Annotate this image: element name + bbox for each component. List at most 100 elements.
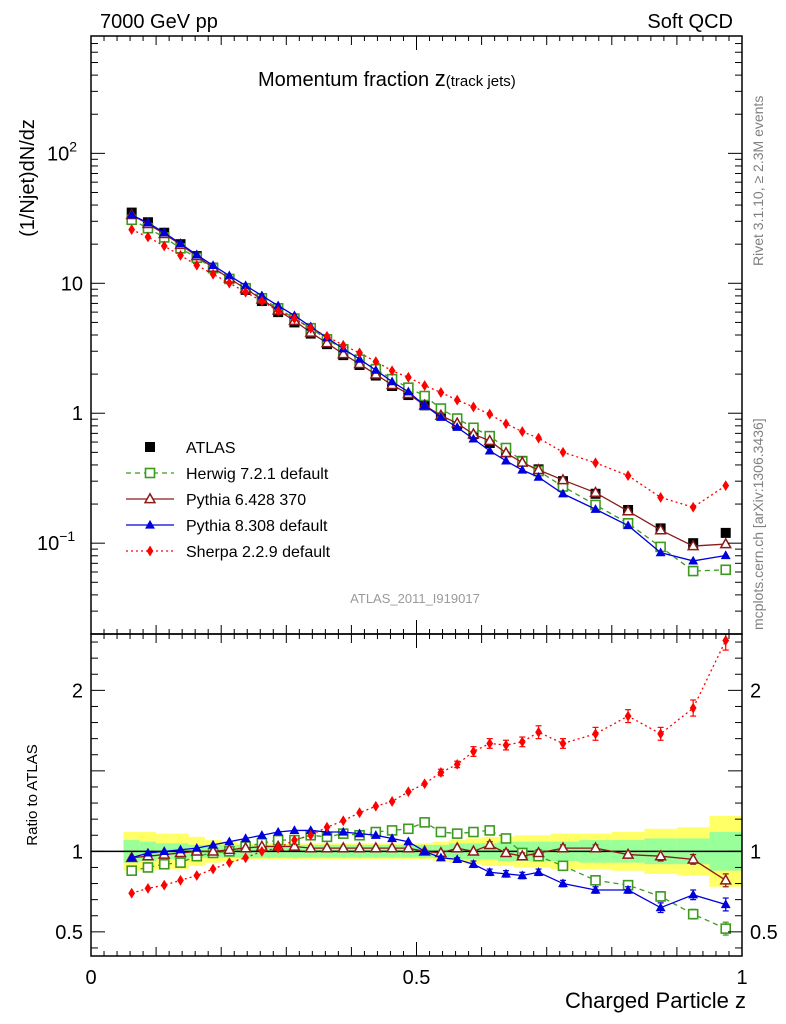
sherpa-marker — [624, 470, 632, 481]
sherpa-marker — [592, 457, 599, 469]
pythia-marker — [191, 842, 202, 852]
pythia-marker — [483, 838, 496, 850]
rivet-label: Rivet 3.1.10, ≥ 2.3M events — [750, 96, 766, 266]
pythia-marker — [452, 854, 463, 863]
series-line — [131, 829, 726, 909]
series-line — [131, 640, 727, 894]
sherpa-marker — [421, 380, 429, 391]
pythia-marker — [159, 227, 170, 237]
herwig-marker — [419, 817, 430, 828]
mcplots-label: mcplots.cern.ch [arXiv:1306.3436] — [750, 418, 766, 630]
pythia-marker — [499, 846, 513, 858]
sherpa-marker — [356, 347, 363, 359]
sherpa-marker — [388, 796, 396, 807]
pythia-marker — [556, 473, 570, 485]
pythia-marker — [337, 841, 350, 853]
legend-label: Pythia 6.428 370 — [186, 492, 306, 509]
sherpa-marker — [242, 852, 249, 864]
y-ratio-tick-label: 2 — [72, 680, 83, 702]
legend-label: Herwig 7.2.1 default — [186, 466, 329, 483]
pythia-marker — [623, 520, 634, 530]
pythia-marker — [655, 902, 666, 912]
sherpa-marker — [657, 492, 664, 503]
series-line — [131, 228, 727, 508]
pythia-marker — [338, 826, 349, 836]
pythia-marker — [686, 539, 700, 551]
pythia-marker — [589, 485, 602, 498]
sherpa-marker — [486, 408, 494, 420]
herwig-marker — [484, 825, 496, 836]
pythia-marker — [517, 464, 528, 474]
plot-title-var: z — [435, 66, 446, 91]
sherpa-marker — [657, 728, 664, 740]
pythia-marker — [191, 249, 202, 259]
sherpa-marker — [339, 815, 347, 827]
pythia-marker — [370, 830, 381, 839]
sherpa-marker — [404, 371, 412, 383]
plot-title-sub: (track jets) — [446, 73, 516, 90]
x-tick-label: 0 — [85, 967, 96, 989]
sherpa-marker — [160, 240, 168, 252]
pythia-marker — [403, 836, 414, 846]
sherpa-marker — [388, 365, 396, 377]
atlas-data-point — [720, 527, 731, 538]
pythia-marker — [621, 504, 635, 516]
x-axis-label: Charged Particle z — [565, 988, 746, 1013]
sherpa-marker — [722, 480, 730, 492]
pythia-marker — [224, 836, 235, 846]
sherpa-marker — [535, 432, 542, 444]
sherpa-marker — [307, 829, 315, 841]
sherpa-marker — [559, 738, 567, 749]
y-main-tick-exponent: −1 — [59, 528, 75, 544]
herwig-marker — [687, 565, 699, 577]
pythia-marker — [143, 847, 153, 857]
herwig-marker — [500, 833, 512, 844]
pythia-marker — [224, 270, 235, 280]
pythia-marker — [621, 847, 635, 859]
pythia-marker — [208, 260, 219, 270]
pythia-marker — [517, 870, 528, 880]
y-main-tick-label: 10−1 — [37, 528, 75, 555]
herwig-marker — [720, 564, 732, 576]
sherpa-marker — [291, 834, 298, 846]
pythia-marker — [435, 412, 446, 421]
pythia-marker — [719, 873, 732, 885]
pythia-marker — [623, 884, 634, 894]
y-main-tick-exponent: 2 — [69, 138, 77, 154]
sherpa-marker — [372, 356, 380, 368]
plot-title: Momentum fraction z(track jets) — [258, 66, 516, 91]
herwig-marker — [590, 875, 601, 886]
sherpa-marker — [146, 545, 154, 557]
sherpa-marker — [128, 224, 136, 235]
pythia-marker — [452, 422, 463, 431]
pythia-marker — [589, 841, 602, 853]
pythia-marker — [533, 867, 544, 876]
sherpa-marker — [225, 277, 233, 289]
pythia-marker — [501, 455, 511, 465]
herwig-marker — [687, 908, 699, 920]
plot-title-main: Momentum fraction — [258, 69, 435, 91]
sherpa-marker — [323, 330, 331, 342]
sherpa-marker — [372, 800, 380, 812]
sherpa-marker — [518, 426, 526, 437]
pythia-marker — [126, 852, 137, 862]
y-ratio-tick-label: 1 — [72, 841, 83, 863]
legend-label: Pythia 8.308 default — [186, 518, 328, 535]
pythia-marker — [289, 825, 300, 835]
pythia-marker — [402, 841, 415, 853]
pythia-marker — [720, 550, 731, 560]
sherpa-marker — [177, 249, 184, 261]
legend-marker-atlas — [145, 442, 155, 452]
x-tick-label: 1 — [736, 967, 747, 989]
sherpa-marker — [307, 322, 315, 334]
pythia-marker — [654, 849, 667, 861]
sherpa-marker — [177, 874, 184, 886]
sherpa-marker — [323, 821, 331, 833]
herwig-marker — [144, 467, 156, 479]
pythia-marker — [175, 238, 186, 248]
legend-label: ATLAS — [186, 440, 236, 457]
pythia-marker — [354, 353, 365, 363]
pythia-marker — [688, 555, 699, 565]
herwig-marker — [403, 823, 414, 835]
pythia-marker — [223, 843, 236, 855]
